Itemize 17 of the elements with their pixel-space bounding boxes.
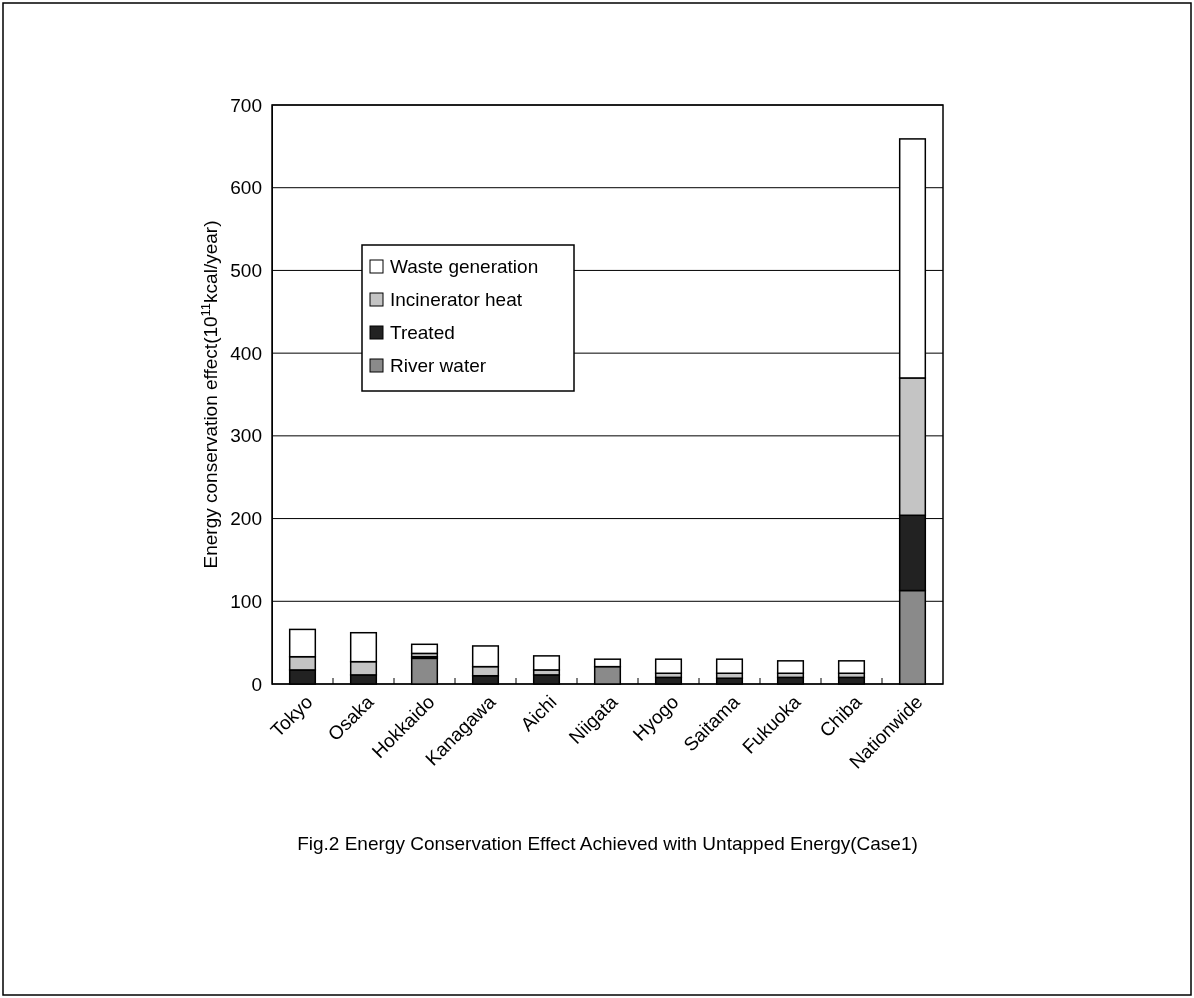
legend-label: River water [390, 355, 487, 376]
y-tick-label: 300 [230, 425, 262, 447]
bar [776, 660, 805, 674]
bar [654, 658, 683, 674]
bar [410, 643, 439, 655]
y-tick-label: 500 [230, 260, 262, 282]
y-tick-label: 100 [230, 590, 262, 612]
y-tick-label: 200 [230, 508, 262, 530]
y-tick-label: 0 [251, 673, 262, 695]
y-tick-label: 600 [230, 177, 262, 199]
legend-label: Incinerator heat [390, 289, 523, 310]
y-tick-label: 400 [230, 342, 262, 364]
caption: Fig.2 Energy Conservation Effect Achieved with Untapped Energy(Case1) [296, 832, 919, 856]
legend-label: Waste generation [390, 256, 539, 277]
y-tick-label: 700 [230, 94, 262, 116]
bar [837, 660, 866, 674]
legend-label: Treated [390, 322, 455, 343]
